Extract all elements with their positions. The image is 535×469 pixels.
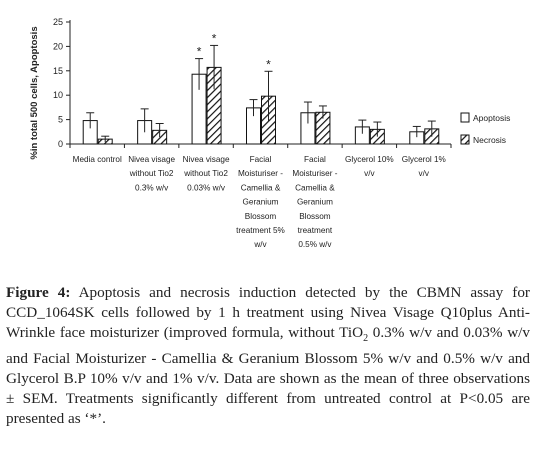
category-label-line: Blossom [245, 212, 277, 221]
significance-marker: * [197, 45, 202, 59]
y-tick-label: 20 [53, 41, 63, 51]
y-tick-label: 0 [58, 139, 63, 149]
category-label-line: Moisturiser - [238, 169, 283, 178]
category-label: Nivea visage without Tio2 0.03% w/v [183, 155, 230, 192]
y-tick-label: 15 [53, 66, 63, 76]
category-label-line: Blossom [299, 212, 331, 221]
category-label-line: Glycerol 1% [402, 155, 446, 164]
category-label-line: v/v [364, 169, 375, 178]
significance-marker: * [266, 57, 271, 71]
y-tick-label: 5 [58, 115, 63, 125]
category-label-line: without Tio2 [183, 169, 228, 178]
y-tick-label: 10 [53, 90, 63, 100]
category-label-line: without Tio2 [129, 169, 174, 178]
category-label-line: Moisturiser - [292, 169, 337, 178]
category-label-line: Media control [73, 155, 122, 164]
significance-marker: * [212, 31, 217, 45]
legend-swatch-necrosis [460, 134, 470, 145]
category-label-line: treatment [298, 226, 333, 235]
category-label: Media control [73, 155, 122, 164]
caption-segment: Apoptosis and necrosis induction detecte… [6, 284, 530, 341]
category-label: Glycerol 1% v/v [402, 155, 446, 178]
category-label: Glycerol 10% v/v [345, 155, 394, 178]
category-label-line: Camellia & [295, 183, 335, 192]
category-label-line: Geranium [297, 198, 333, 207]
category-label-line: Geranium [243, 198, 279, 207]
category-label: Facial Moisturiser - Camellia & Geranium Blo… [292, 155, 337, 249]
legend-swatch-apoptosis [460, 112, 470, 123]
category-label-line: Facial [250, 155, 272, 164]
chart: 0 5 10 15 20 25 %in total 500 cells, Apoptosis… [29, 17, 510, 249]
category-label-line: 0.5% w/v [298, 240, 332, 249]
caption-text: Apoptosis and necrosis induction detecte… [6, 284, 530, 427]
category-label: Nivea visage without Tio2 0.3% w/v [128, 155, 175, 192]
y-axis-label: %in total 500 cells, Apoptosis [29, 26, 40, 159]
category-label-line: Glycerol 10% [345, 155, 394, 164]
category-label-line: 0.3% w/v [135, 183, 169, 192]
category-label-line: Facial [304, 155, 326, 164]
category-label-line: Nivea visage [183, 155, 230, 164]
legend-label-apoptosis: Apoptosis [473, 113, 510, 123]
caption-segment: 0.3% w/v and 0.03% w/v and Facial Moistu… [6, 324, 530, 428]
category-label-line: 0.03% w/v [187, 183, 226, 192]
y-tick-label: 25 [53, 17, 63, 27]
legend-label-necrosis: Necrosis [473, 135, 506, 145]
category-label-line: Camellia & [241, 183, 281, 192]
category-label: Facial Moisturiser - Camellia & Geranium Blo… [236, 155, 285, 249]
category-label-line: v/v [419, 169, 430, 178]
caption-label: Figure 4: [6, 284, 71, 301]
category-label-line: Nivea visage [128, 155, 175, 164]
caption-segment: 2 [363, 333, 369, 345]
category-label-line: w/v [253, 240, 267, 249]
category-label-line: treatment 5% [236, 226, 285, 235]
figure-caption: Figure 4: Apoptosis and necrosis inducti… [6, 283, 530, 429]
